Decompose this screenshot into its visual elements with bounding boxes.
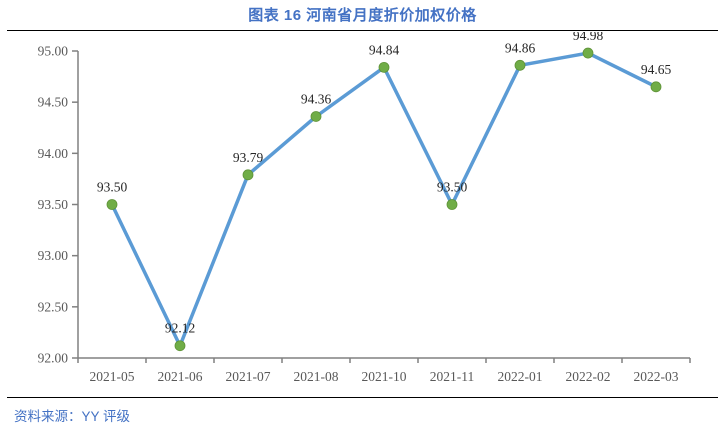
- x-tick-label: 2021-11: [430, 369, 475, 384]
- data-point-label: 94.84: [369, 42, 400, 57]
- data-point-label: 93.50: [437, 180, 468, 195]
- data-point-marker: [650, 81, 662, 93]
- data-point-label: 94.98: [573, 32, 604, 43]
- data-point-label: 93.79: [233, 150, 264, 165]
- data-point-marker: [310, 111, 322, 122]
- y-tick-label: 94.00: [38, 146, 69, 161]
- y-tick-label: 93.00: [38, 248, 69, 263]
- data-point-marker: [446, 199, 458, 210]
- chart-title: 图表 16 河南省月度折价加权价格: [248, 7, 477, 24]
- x-tick-label: 2021-08: [294, 369, 339, 384]
- title-divider: [7, 30, 718, 31]
- data-point-label: 94.86: [505, 40, 536, 55]
- y-tick-label: 92.50: [38, 299, 69, 314]
- data-point-label: 94.65: [641, 62, 672, 77]
- data-point-label: 94.36: [301, 91, 332, 106]
- line-chart: 92.00 92.50 93.00 93.50 94.00 94.50 95.00 2021-…: [38, 32, 691, 384]
- y-tick-label: 93.50: [38, 197, 69, 212]
- data-point-marker: [242, 169, 254, 181]
- y-tick-label: 94.50: [38, 95, 69, 110]
- data-point-marker: [514, 59, 526, 71]
- x-tick-label: 2021-05: [90, 369, 135, 384]
- x-tick-label: 2022-03: [634, 369, 679, 384]
- x-tick-label: 2021-06: [158, 369, 203, 384]
- data-point-marker: [582, 47, 594, 59]
- x-tick-label: 2021-07: [226, 369, 271, 384]
- y-tick-label: 92.00: [38, 351, 69, 366]
- data-point-marker: [106, 199, 118, 210]
- data-point-marker: [174, 340, 186, 352]
- x-tick-label: 2022-02: [566, 369, 611, 384]
- source-divider: [7, 397, 718, 398]
- source-note: 资料来源：YY 评级: [14, 409, 131, 424]
- data-point-label: 93.50: [97, 180, 128, 195]
- y-tick-label: 95.00: [38, 44, 69, 59]
- series-line: [110, 51, 658, 348]
- data-point-label: 92.12: [165, 321, 195, 336]
- data-point-marker: [378, 61, 390, 73]
- x-tick-label: 2021-10: [362, 369, 407, 384]
- x-tick-label: 2022-01: [498, 369, 543, 384]
